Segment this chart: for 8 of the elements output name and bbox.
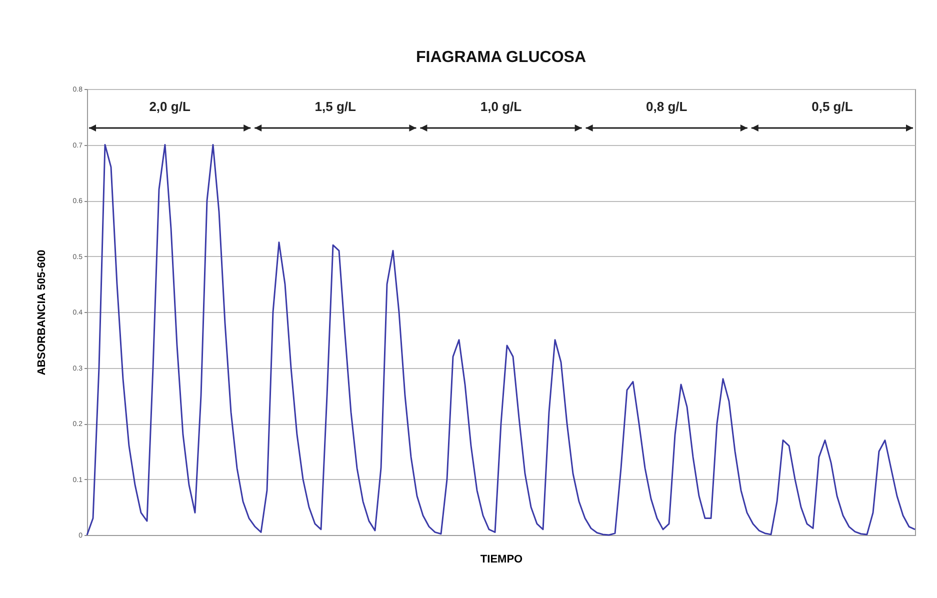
- annotation: 1,0 g/L: [480, 98, 522, 114]
- y-axis-title: ABSORBANCIA 505-600: [36, 250, 48, 376]
- chart-title: FIAGRAMA GLUCOSA: [416, 49, 586, 66]
- annotation: 0,8 g/L: [646, 98, 688, 114]
- annotation: 1,5 g/L: [314, 98, 356, 114]
- x-axis-title: TIEMPO: [480, 554, 524, 566]
- annotation: 2,0 g/L: [149, 98, 190, 114]
- annotation: 0,5 g/L: [812, 98, 853, 114]
